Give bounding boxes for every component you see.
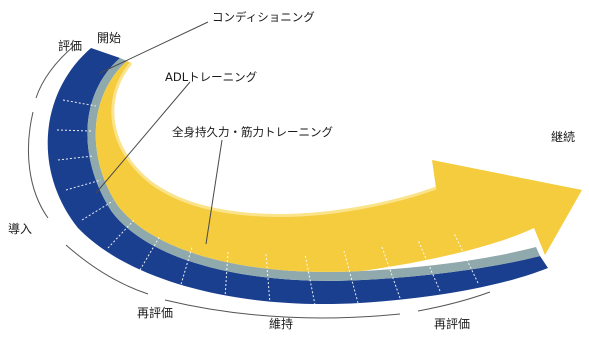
stage-brackets xyxy=(27,44,491,319)
leader-endurance xyxy=(205,139,223,245)
yellow-band-highlight xyxy=(111,62,437,217)
yellow-band-arrow xyxy=(95,61,582,272)
bracket-introduction xyxy=(27,111,49,219)
leader-lines xyxy=(95,21,223,245)
label-continuation: 継続 xyxy=(551,129,575,144)
label-start: 開始 xyxy=(97,31,121,45)
label-conditioning: コンディショニング xyxy=(212,10,315,24)
bracket-re-evaluation-2 xyxy=(417,291,491,312)
label-re-evaluation-2: 再評価 xyxy=(434,316,470,331)
label-endurance-strength: 全身持久力・筋力トレーニング xyxy=(172,125,333,139)
label-introduction: 導入 xyxy=(8,222,32,236)
label-adl-training: ADLトレーニング xyxy=(165,70,258,84)
label-re-evaluation-1: 再評価 xyxy=(137,305,173,320)
label-maintenance: 維持 xyxy=(269,316,293,331)
bracket-maintenance xyxy=(164,299,401,319)
label-evaluation: 評価 xyxy=(58,38,82,53)
leader-adl xyxy=(95,81,191,194)
navy-band xyxy=(47,48,549,305)
leader-conditioning xyxy=(99,21,209,74)
gray-band xyxy=(87,58,541,281)
segment-dividers xyxy=(56,99,479,306)
bracket-evaluation xyxy=(35,44,76,99)
bracket-re-evaluation-1 xyxy=(65,244,149,295)
